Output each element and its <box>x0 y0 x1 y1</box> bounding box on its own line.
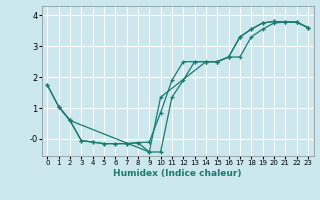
X-axis label: Humidex (Indice chaleur): Humidex (Indice chaleur) <box>113 169 242 178</box>
